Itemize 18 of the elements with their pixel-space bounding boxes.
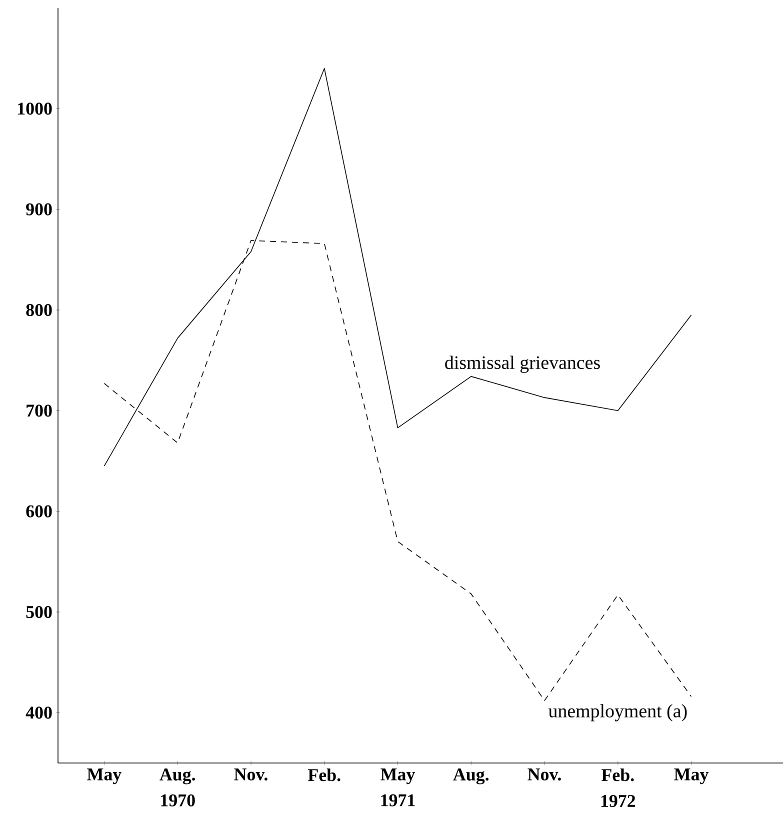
y-tick-label: 1000 xyxy=(18,102,52,115)
y-tick-label: 600 xyxy=(26,505,52,518)
x-tick-label: May xyxy=(674,768,709,784)
x-tick-label: Aug. xyxy=(453,768,489,784)
y-tick-label: 500 xyxy=(26,606,52,618)
x-tick-label: May 1971 xyxy=(380,768,416,806)
x-tick-label: May xyxy=(87,768,122,784)
x-tick-label: Aug. 1970 xyxy=(160,768,196,806)
series-label: unemployment (a) xyxy=(548,704,687,722)
y-tick-label: 800 xyxy=(26,304,52,316)
y-tick-label: 900 xyxy=(26,203,52,216)
x-tick-label: Feb. 1972 xyxy=(601,768,636,808)
x-tick-label: Nov. xyxy=(528,768,561,781)
y-tick-label: 400 xyxy=(26,706,52,719)
series-label: dismissal grievances xyxy=(445,356,600,373)
y-tick-label: 700 xyxy=(26,404,52,417)
x-tick-label: Feb. xyxy=(308,768,340,782)
x-tick-label: Nov. xyxy=(234,768,268,781)
